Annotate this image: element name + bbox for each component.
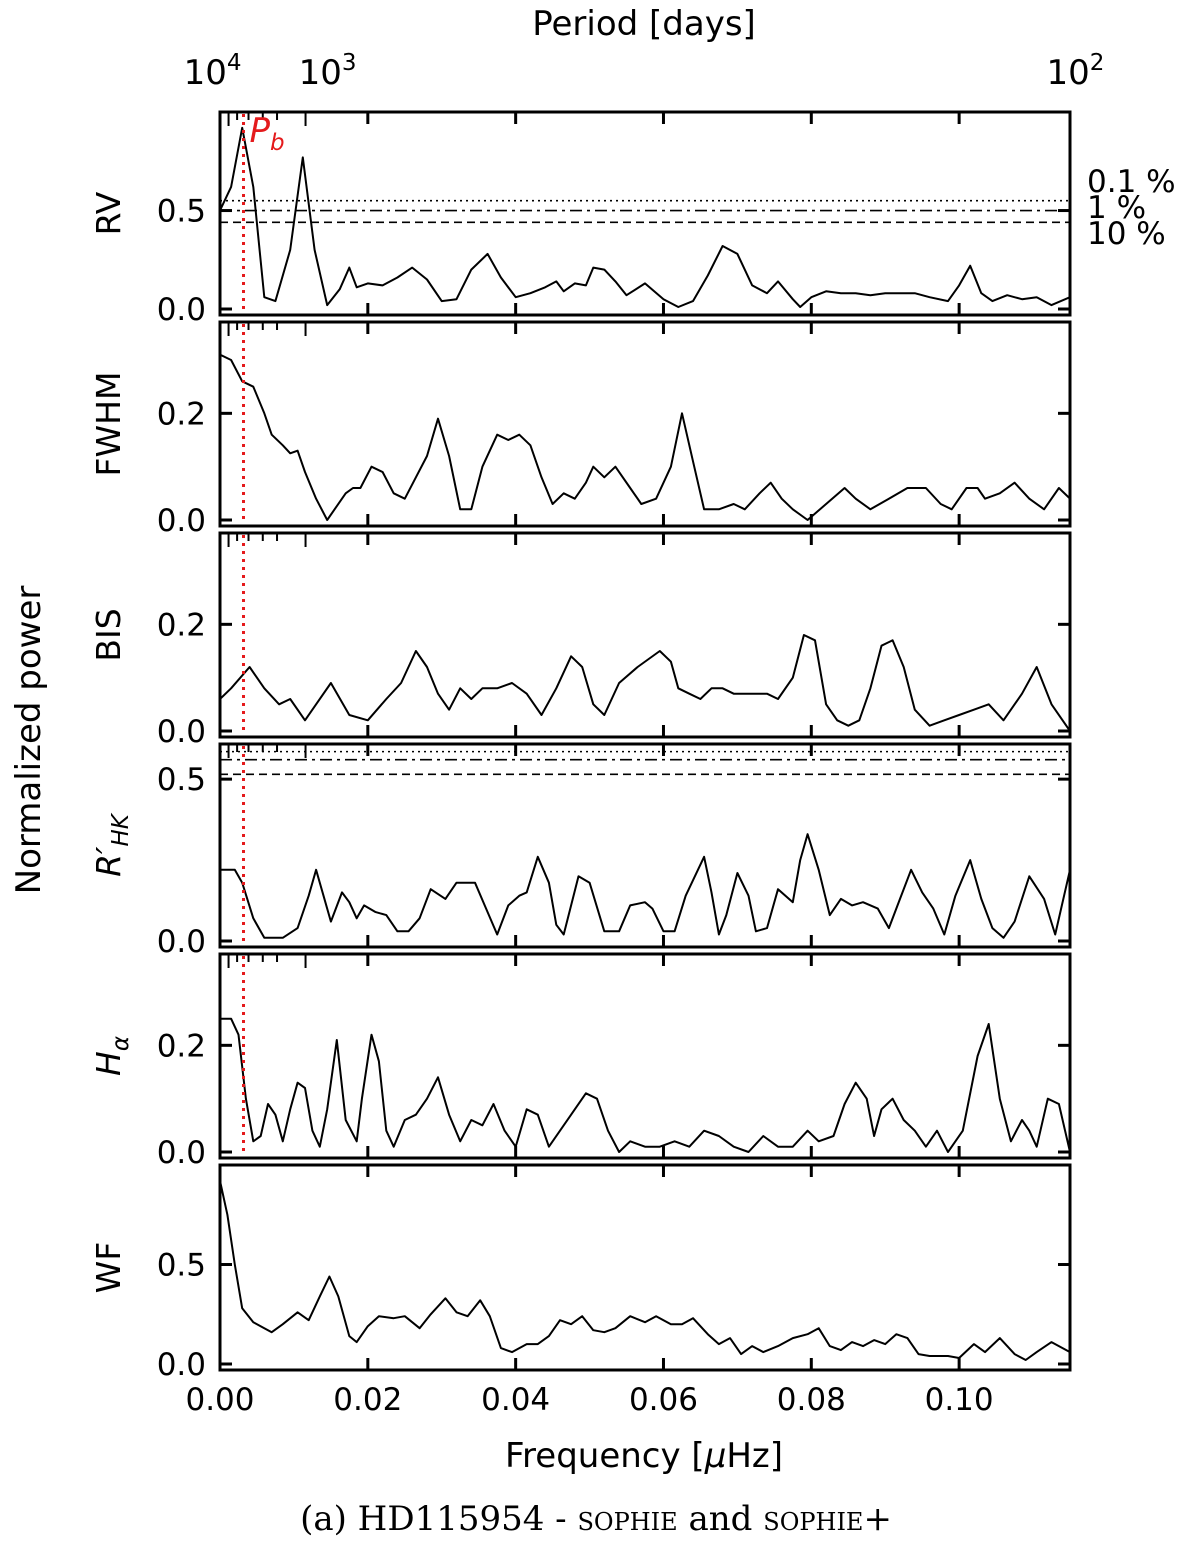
- y-tick-label: 0.2: [157, 1028, 206, 1064]
- panel-label: R′HK: [89, 812, 134, 877]
- panel-4: 0.0 0.2 Hα: [89, 952, 1072, 1171]
- series-line-3: [220, 833, 1070, 939]
- panel-label-base: H: [89, 1051, 128, 1076]
- x-tick-label: 0.10: [925, 1382, 994, 1418]
- panel-3: 0.0 0.5 R′HK: [89, 742, 1072, 960]
- top-tick-exp: 2: [1090, 50, 1105, 76]
- top-tick-base: 10: [1047, 53, 1090, 93]
- series-line-4: [220, 1017, 1070, 1153]
- series-line-1: [220, 353, 1070, 521]
- top-tick-label: 104: [184, 50, 242, 93]
- panel-frame: [218, 952, 1072, 1160]
- y-tick-label: 0.2: [157, 607, 206, 643]
- threshold-label: 10 %: [1087, 216, 1166, 252]
- y-tick-label: 0.2: [157, 396, 206, 432]
- panel-label-sub: HK: [108, 812, 134, 846]
- threshold-label: 1 %: [1087, 190, 1146, 226]
- top-tick-exp: 3: [342, 50, 357, 76]
- x-tick-label: 0.04: [481, 1382, 550, 1418]
- top-tick-exp: 4: [227, 50, 242, 76]
- series-line-5: [220, 1180, 1070, 1361]
- top-axis-label: Period [days]: [532, 4, 756, 44]
- panel-1: 0.0 0.2 FWHM: [89, 320, 1072, 539]
- y-tick-label: 0.5: [157, 194, 206, 230]
- y-tick-label: 0.0: [157, 503, 206, 539]
- panel-label: WF: [89, 1242, 128, 1294]
- y-tick-label: 0.0: [157, 1347, 206, 1383]
- panel-frame: [218, 742, 1072, 949]
- y-axis-label: Normalized power: [9, 586, 49, 895]
- y-tick-label: 0.0: [157, 292, 206, 328]
- top-tick-label: 103: [299, 50, 357, 93]
- marker-label-base: P: [250, 111, 271, 151]
- x-tick-label: 0.06: [629, 1382, 698, 1418]
- panel-label: Hα: [89, 1036, 134, 1076]
- panel-2: 0.0 0.2 BIS: [89, 531, 1072, 750]
- threshold-label: 0.1 %: [1087, 164, 1176, 200]
- panel-frame: [218, 320, 1072, 528]
- panel-frame: [218, 531, 1072, 739]
- panel-label-base: R′: [89, 846, 128, 877]
- y-tick-label: 0.5: [157, 1248, 206, 1284]
- top-tick-label: 102: [1047, 50, 1105, 93]
- panel-label: FWHM: [89, 372, 128, 477]
- y-tick-label: 0.0: [157, 714, 206, 750]
- panel-frame: [218, 110, 1072, 317]
- series-line-2: [220, 634, 1070, 732]
- x-axis-label: Frequency [μHz]: [505, 1436, 783, 1476]
- panel-label-sub: α: [108, 1036, 134, 1051]
- y-tick-label: 0.5: [157, 762, 206, 798]
- series-line-0: [220, 126, 1070, 308]
- panel-label: RV: [89, 191, 128, 235]
- marker-label: Pb: [250, 111, 285, 156]
- panel-label: BIS: [89, 608, 128, 661]
- y-tick-label: 0.0: [157, 1135, 206, 1171]
- x-tick-label: 0.00: [185, 1382, 254, 1418]
- figure-caption: (a) HD115954 - sophie and sophie+: [300, 1499, 892, 1539]
- top-tick-base: 10: [184, 53, 227, 93]
- panel-frame: [218, 1163, 1072, 1372]
- x-tick-label: 0.08: [777, 1382, 846, 1418]
- y-tick-label: 0.0: [157, 924, 206, 960]
- x-tick-label: 0.02: [333, 1382, 402, 1418]
- axes-overlay: Period [days] Normalized power Frequency…: [9, 4, 1104, 1539]
- top-tick-base: 10: [299, 53, 342, 93]
- panel-0: 0.0 0.5 RV 0.1 %1 %10 %: [89, 110, 1176, 328]
- panel-5: 0.00 0.02 0.04 0.06 0.08 0.10 0.0 0.5 WF: [89, 1163, 1072, 1418]
- marker-label-sub: b: [270, 130, 285, 156]
